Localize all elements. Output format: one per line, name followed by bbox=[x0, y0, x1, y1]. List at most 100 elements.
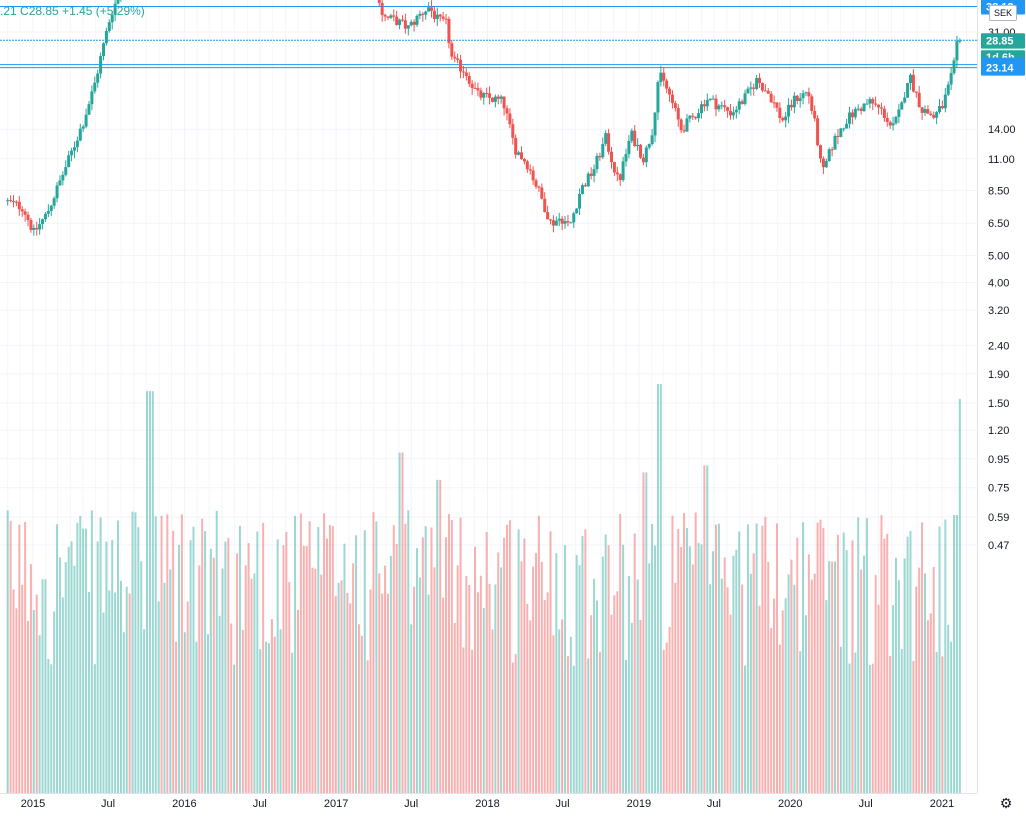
candle-body bbox=[734, 109, 738, 113]
volume-bar bbox=[526, 603, 529, 793]
candle-body bbox=[781, 118, 785, 121]
candle-body bbox=[543, 198, 547, 213]
volume-bar bbox=[598, 652, 601, 793]
candle bbox=[101, 42, 105, 61]
volume-bar bbox=[476, 592, 479, 793]
candle bbox=[12, 195, 16, 208]
candle bbox=[848, 106, 852, 129]
volume-bar bbox=[79, 516, 82, 793]
candle bbox=[20, 205, 24, 217]
candle-body bbox=[653, 112, 657, 136]
volume-bar bbox=[328, 524, 331, 793]
volume-bar bbox=[282, 545, 285, 793]
candle-body bbox=[583, 185, 587, 187]
volume-bar bbox=[427, 594, 430, 793]
volume-bar bbox=[299, 513, 302, 793]
candle bbox=[621, 156, 625, 182]
volume-bar bbox=[96, 541, 99, 793]
candle-body bbox=[839, 128, 843, 137]
volume-bar bbox=[825, 600, 828, 793]
candle-body bbox=[798, 98, 802, 102]
volume-bar bbox=[842, 532, 845, 793]
volume-bar bbox=[511, 662, 514, 793]
candle-body bbox=[575, 208, 579, 214]
candle-body bbox=[377, 0, 381, 3]
candle bbox=[859, 106, 863, 115]
volume-bar bbox=[90, 510, 93, 793]
chart-plot-area[interactable]: .21 C28.85 +1.45 (+5.29%) bbox=[0, 0, 977, 793]
candle-body bbox=[52, 198, 56, 206]
price-axis[interactable]: 140.00110.0086.0066.0051.0031.0014.0011.… bbox=[977, 0, 1026, 793]
candle bbox=[499, 94, 503, 104]
candle-body bbox=[670, 94, 674, 104]
volume-bar bbox=[935, 652, 938, 793]
volume-bar bbox=[726, 587, 729, 793]
candle bbox=[563, 215, 567, 229]
candle-body bbox=[946, 84, 950, 95]
volume-bar bbox=[305, 546, 308, 793]
volume-bar bbox=[259, 649, 262, 793]
volume-bar bbox=[404, 523, 407, 793]
volume-bar bbox=[87, 592, 90, 793]
candle bbox=[409, 19, 413, 27]
volume-bar bbox=[947, 624, 950, 793]
candle-body bbox=[502, 96, 506, 109]
currency-badge[interactable]: SEK bbox=[989, 5, 1017, 21]
volume-bar bbox=[593, 578, 596, 793]
volume-bar bbox=[520, 561, 523, 793]
volume-bar bbox=[82, 528, 85, 793]
ohlc-legend: .21 C28.85 +1.45 (+5.29%) bbox=[0, 4, 145, 18]
candle bbox=[821, 156, 825, 175]
volume-bar bbox=[532, 566, 535, 793]
candle-body bbox=[595, 155, 599, 170]
candle-body bbox=[908, 74, 912, 84]
volume-bar bbox=[160, 515, 163, 793]
volume-bar bbox=[416, 548, 419, 793]
candle bbox=[560, 216, 564, 231]
candle-body bbox=[473, 87, 477, 89]
candle bbox=[26, 211, 30, 227]
candle bbox=[14, 200, 18, 207]
volume-bar bbox=[622, 544, 625, 793]
candle bbox=[406, 25, 410, 36]
candle-body bbox=[586, 173, 590, 187]
candle bbox=[946, 81, 950, 97]
candle bbox=[914, 91, 918, 98]
volume-bar bbox=[953, 515, 956, 793]
volume-bar bbox=[796, 537, 799, 793]
candle-body bbox=[958, 40, 962, 42]
candle bbox=[583, 182, 587, 188]
volume-bar bbox=[38, 635, 41, 793]
candle-body bbox=[676, 108, 680, 120]
volume-bar bbox=[479, 575, 482, 793]
volume-bar bbox=[221, 568, 224, 793]
volume-bar bbox=[883, 538, 886, 793]
volume-bar bbox=[198, 565, 201, 793]
candle bbox=[58, 175, 62, 186]
candle-body bbox=[400, 19, 404, 21]
settings-gear-icon[interactable]: ⚙ bbox=[999, 795, 1013, 811]
volume-bar bbox=[6, 510, 9, 793]
volume-bar bbox=[921, 522, 924, 793]
volume-bar bbox=[70, 541, 73, 793]
volume-bar bbox=[613, 595, 616, 793]
candle-body bbox=[12, 200, 16, 202]
time-tick-label: Jul bbox=[253, 798, 267, 810]
time-tick-label: 2020 bbox=[778, 798, 802, 810]
candle-body bbox=[403, 20, 407, 29]
volume-bar bbox=[157, 601, 160, 793]
volume-bar bbox=[183, 632, 186, 793]
candle-body bbox=[549, 219, 553, 221]
volume-bar bbox=[41, 579, 44, 793]
candle bbox=[403, 13, 407, 34]
candle bbox=[758, 73, 762, 89]
volume-bar bbox=[561, 619, 564, 793]
candle-body bbox=[546, 212, 550, 220]
candle-body bbox=[534, 180, 538, 187]
volume-bar bbox=[654, 545, 657, 793]
time-axis[interactable]: 2015 Jul 2016 Jul 2017 Jul 2018 Jul 2019 Jul 2020 J… bbox=[0, 793, 977, 812]
candle-body bbox=[920, 107, 924, 113]
volume-bar bbox=[99, 517, 102, 793]
volume-bar bbox=[137, 527, 140, 793]
volume-bar bbox=[575, 555, 578, 793]
